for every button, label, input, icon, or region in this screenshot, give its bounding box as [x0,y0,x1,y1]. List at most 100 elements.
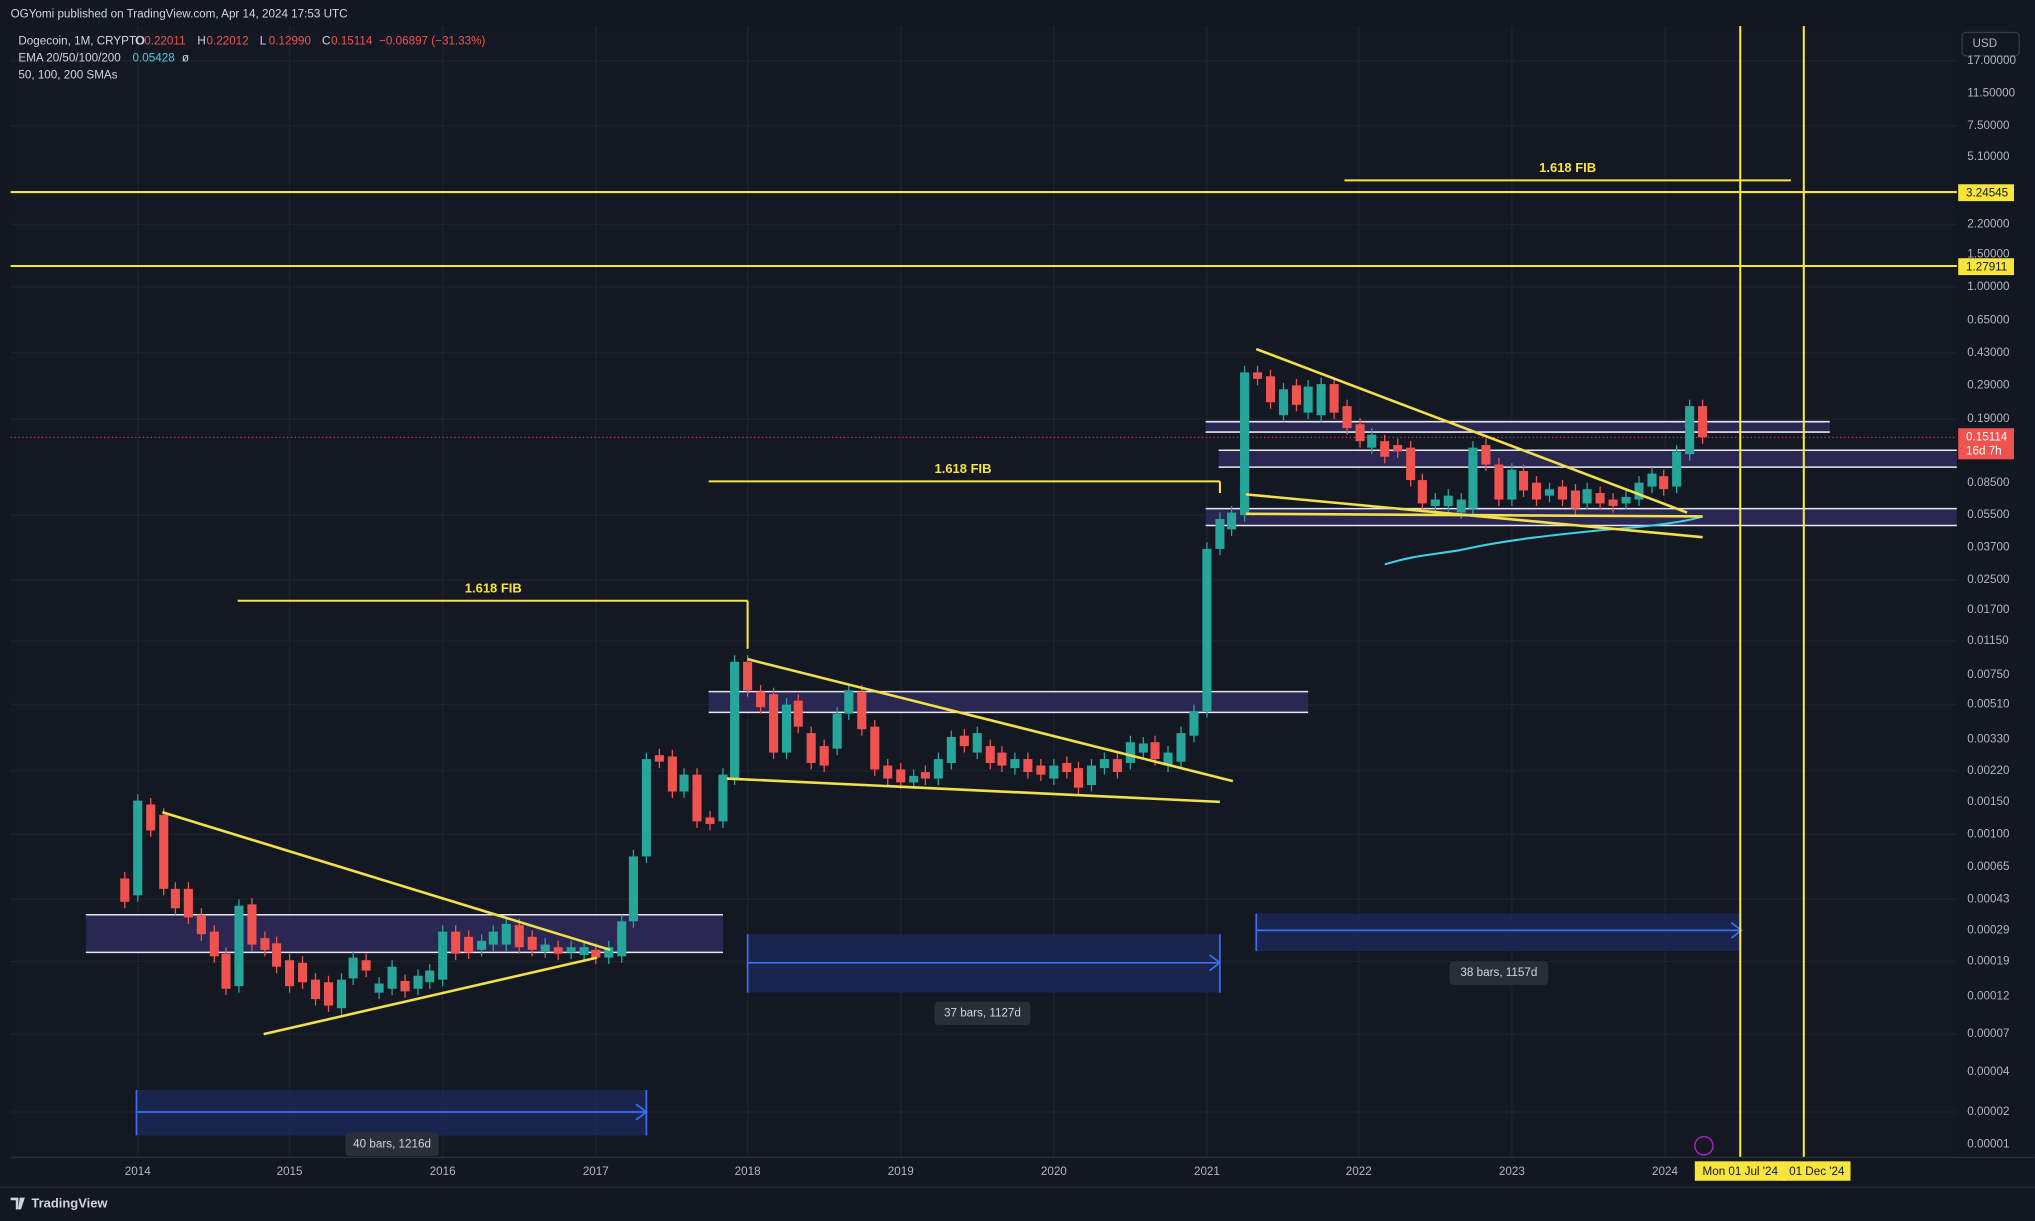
year-label: 2021 [1194,1165,1220,1178]
candle-body [1608,499,1618,507]
candle-body [1125,742,1135,763]
candle-body [946,737,956,763]
candle-body [909,775,919,783]
year-label: 2017 [583,1165,609,1178]
candle-body [514,925,524,948]
candle-body [553,947,563,954]
price-label: 0.00100 [1967,827,2010,840]
candle-body [1430,499,1440,507]
price-label: 5.10000 [1967,150,2010,163]
candle-body [1278,389,1289,416]
candle-body [1202,548,1212,712]
candle-body [883,765,893,779]
legend: Dogecoin, 1M, CRYPTO O 0.22011 H 0.22012 L 0.… [18,35,485,48]
candles [120,365,1708,1015]
candle-body [769,694,779,753]
range-label: 40 bars, 1216d [353,1138,431,1151]
price-label: 0.19000 [1967,412,2010,425]
candle-body [1531,482,1542,500]
candle-body [985,746,995,763]
candle-body [451,931,461,954]
candle-body [438,931,448,980]
levels [10,25,1957,1158]
candle-body [1494,464,1504,500]
candle-body [1672,451,1682,487]
candle-body [1417,480,1427,504]
publisher: OGYomi published on TradingView.com, Apr… [11,7,348,20]
candle-body [718,774,728,822]
candle-body [1176,733,1186,762]
candle-body [298,962,308,983]
ohlc-key: C [322,35,330,48]
candle-body [1291,385,1302,405]
candle-body [1544,489,1555,496]
candle-body [679,774,689,792]
level-tag: 1.27911 [1966,260,2007,273]
candle-body [1023,759,1033,773]
candle-body [323,982,334,1006]
candle-body [1010,759,1020,769]
candle-body [692,774,702,822]
currency-button[interactable] [1961,31,2020,57]
ohlc-key: L [260,35,267,48]
fib-label: 1.618 FIB [465,581,522,596]
candle-body [196,914,206,935]
candle-body [566,947,576,953]
candle-body [1456,499,1466,513]
candle-body [247,904,257,945]
price-label: 0.00029 [1967,923,2009,936]
price-label: 17.00000 [1967,54,2016,67]
brand: TradingView [31,1196,108,1211]
candle-body [221,953,231,989]
candle-body [1073,768,1084,788]
candle-body [1443,495,1453,507]
candle-body [1355,424,1365,442]
ema-extra: ø [182,51,189,64]
candle-body [1519,471,1529,491]
candle-body [159,814,169,889]
candle-body [1481,445,1491,465]
candle-body [413,975,423,989]
candle-body [1112,759,1122,773]
candle-body [1086,765,1097,786]
candle-body [209,931,219,957]
candle-body [1595,493,1605,504]
price-label: 0.00065 [1967,860,2009,873]
event-icon[interactable] [1694,1135,1714,1156]
candle-body [579,947,589,956]
price-label: 0.01150 [1967,634,2009,647]
candle-body [1253,372,1263,379]
candle-body [260,938,270,950]
candle-body [374,983,384,993]
candle-body [348,957,358,979]
ohlc-key: O [135,35,144,48]
ema-line [1384,515,1703,566]
ema-label: EMA 20/50/100/200 [18,51,121,64]
candle-body [933,759,943,779]
candle-body [1367,434,1377,448]
candle-body [756,691,766,708]
trendlines [162,347,1703,1036]
candle-body [1227,512,1237,530]
price-label: 0.43000 [1967,346,2010,359]
candle-body [959,735,969,747]
candle-body [1393,445,1403,452]
price-label: 0.00750 [1967,668,2010,681]
candle-body [1468,447,1478,509]
candle-body [170,888,180,909]
candle-body [730,661,740,779]
price-label: 1.00000 [1967,280,2010,293]
candle-body [336,979,347,1009]
candle-body [1215,519,1225,549]
candle-body [705,817,715,824]
candle-body [361,960,371,971]
candle-body [1685,406,1695,455]
year-label: 2019 [888,1165,914,1178]
date-tag: 01 Dec '24 [1789,1165,1845,1178]
candle-body [1507,469,1517,500]
currency: USD [1973,37,1998,50]
price-label: 0.02500 [1967,573,2010,586]
candle-body [1036,765,1046,775]
candle-body [844,690,854,714]
